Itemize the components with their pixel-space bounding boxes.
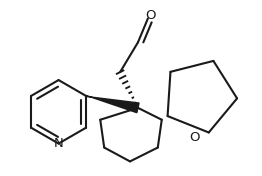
Text: N: N	[54, 137, 63, 150]
Text: O: O	[146, 9, 156, 22]
Text: O: O	[189, 131, 200, 144]
Polygon shape	[86, 95, 139, 113]
